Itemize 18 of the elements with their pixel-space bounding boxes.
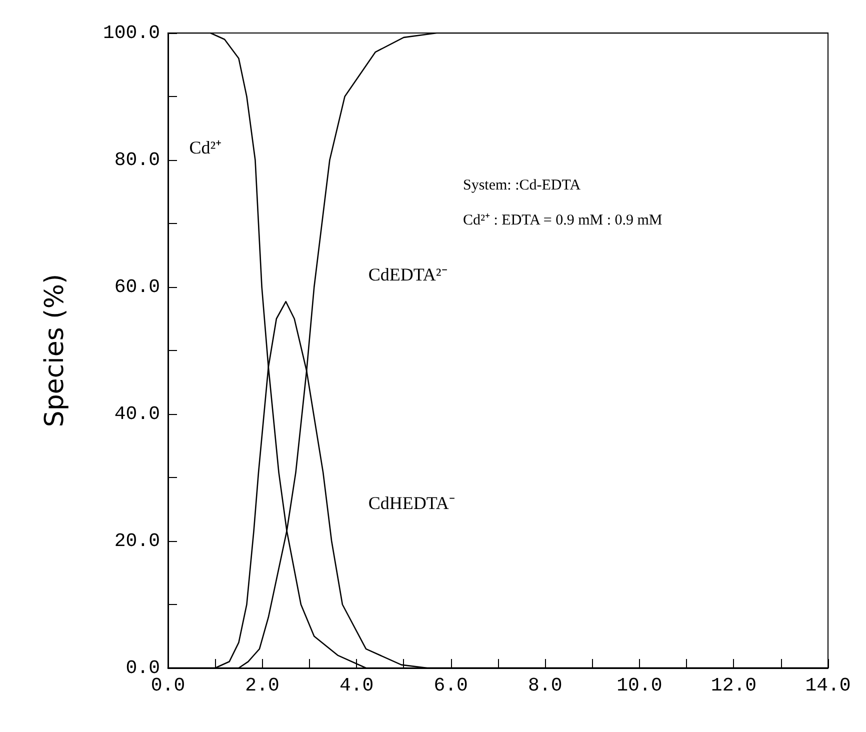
y-axis-title: Species (%) <box>40 274 70 428</box>
annotation: Cd²⁺ : EDTA = 0.9 mM : 0.9 mM <box>463 212 662 228</box>
x-tick-label: 2.0 <box>245 674 280 696</box>
y-tick-label: 100.0 <box>102 22 160 44</box>
y-tick-label: 40.0 <box>114 403 160 425</box>
x-tick-label: 6.0 <box>434 674 468 696</box>
y-tick-label: 60.0 <box>114 276 160 298</box>
x-tick-label: 8.0 <box>528 674 562 696</box>
x-tick-label: 10.0 <box>616 674 662 696</box>
x-tick-label: 4.0 <box>339 674 374 696</box>
x-tick-label: 12.0 <box>710 674 757 696</box>
annotation: System: :Cd-EDTA <box>463 178 581 194</box>
text: CdHEDTA⁻ <box>368 492 455 513</box>
x-tick-label: 14.0 <box>805 674 851 696</box>
y-tick-label: 20.0 <box>114 530 160 552</box>
series-label: Cd²⁺ <box>189 137 222 158</box>
y-tick-label: 80.0 <box>114 149 160 171</box>
text: CdEDTA²⁻ <box>368 264 448 284</box>
